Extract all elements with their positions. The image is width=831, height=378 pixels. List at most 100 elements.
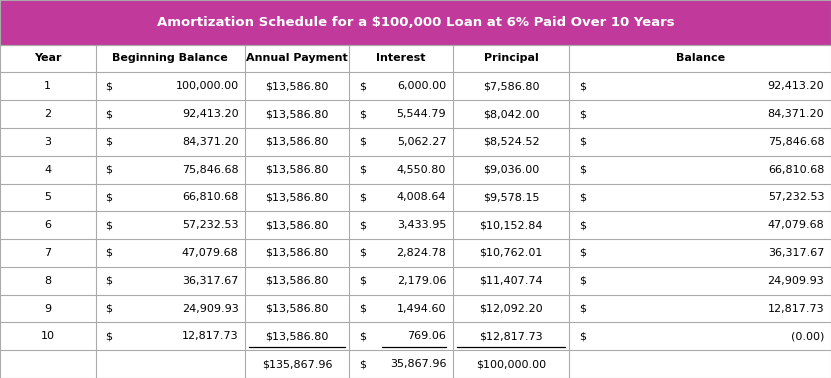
Text: $: $ bbox=[579, 81, 586, 91]
Text: $13,586.80: $13,586.80 bbox=[265, 248, 329, 258]
Text: 35,867.96: 35,867.96 bbox=[390, 359, 446, 369]
Text: 6: 6 bbox=[44, 220, 52, 230]
Text: $: $ bbox=[106, 304, 112, 313]
Text: Interest: Interest bbox=[376, 54, 425, 64]
Bar bbox=[0, 0, 831, 45]
Text: $: $ bbox=[579, 220, 586, 230]
Text: $: $ bbox=[106, 276, 112, 286]
Text: $: $ bbox=[359, 332, 366, 341]
Text: $: $ bbox=[579, 248, 586, 258]
Text: Balance: Balance bbox=[676, 54, 725, 64]
Text: 3: 3 bbox=[44, 137, 52, 147]
Text: $12,092.20: $12,092.20 bbox=[479, 304, 543, 313]
Text: 2: 2 bbox=[44, 109, 52, 119]
Text: $: $ bbox=[106, 220, 112, 230]
Text: $: $ bbox=[106, 332, 112, 341]
Text: 36,317.67: 36,317.67 bbox=[768, 248, 824, 258]
Text: 12,817.73: 12,817.73 bbox=[182, 332, 238, 341]
Text: $: $ bbox=[359, 192, 366, 202]
Text: $10,762.01: $10,762.01 bbox=[479, 248, 543, 258]
Text: Amortization Schedule for a $100,000 Loan at 6% Paid Over 10 Years: Amortization Schedule for a $100,000 Loa… bbox=[157, 16, 674, 29]
Text: 769.06: 769.06 bbox=[407, 332, 446, 341]
Text: Annual Payment: Annual Payment bbox=[246, 54, 348, 64]
Text: $10,152.84: $10,152.84 bbox=[479, 220, 543, 230]
Text: $13,586.80: $13,586.80 bbox=[265, 192, 329, 202]
Text: $: $ bbox=[359, 81, 366, 91]
Text: $9,036.00: $9,036.00 bbox=[483, 165, 539, 175]
Text: $13,586.80: $13,586.80 bbox=[265, 332, 329, 341]
Text: (0.00): (0.00) bbox=[791, 332, 824, 341]
Text: 84,371.20: 84,371.20 bbox=[768, 109, 824, 119]
Text: $8,524.52: $8,524.52 bbox=[483, 137, 539, 147]
Text: 3,433.95: 3,433.95 bbox=[397, 220, 446, 230]
Text: $: $ bbox=[359, 276, 366, 286]
Text: 5,544.79: 5,544.79 bbox=[396, 109, 446, 119]
Text: $: $ bbox=[106, 109, 112, 119]
Text: 7: 7 bbox=[44, 248, 52, 258]
Text: 10: 10 bbox=[41, 332, 55, 341]
Text: 9: 9 bbox=[44, 304, 52, 313]
Text: $13,586.80: $13,586.80 bbox=[265, 109, 329, 119]
Text: $135,867.96: $135,867.96 bbox=[262, 359, 332, 369]
Text: Year: Year bbox=[34, 54, 61, 64]
Text: Principal: Principal bbox=[484, 54, 538, 64]
Text: $13,586.80: $13,586.80 bbox=[265, 304, 329, 313]
Text: 2,179.06: 2,179.06 bbox=[396, 276, 446, 286]
Text: 66,810.68: 66,810.68 bbox=[182, 192, 238, 202]
Text: 8: 8 bbox=[44, 276, 52, 286]
Text: 92,413.20: 92,413.20 bbox=[768, 81, 824, 91]
Text: $13,586.80: $13,586.80 bbox=[265, 81, 329, 91]
Text: 1,494.60: 1,494.60 bbox=[396, 304, 446, 313]
Text: $: $ bbox=[359, 304, 366, 313]
Text: $: $ bbox=[106, 81, 112, 91]
Text: 75,846.68: 75,846.68 bbox=[768, 137, 824, 147]
Text: $11,407.74: $11,407.74 bbox=[479, 276, 543, 286]
Text: $: $ bbox=[579, 109, 586, 119]
Text: 4,550.80: 4,550.80 bbox=[397, 165, 446, 175]
Text: $: $ bbox=[106, 248, 112, 258]
Text: 66,810.68: 66,810.68 bbox=[768, 165, 824, 175]
Text: Beginning Balance: Beginning Balance bbox=[112, 54, 229, 64]
Text: $: $ bbox=[579, 276, 586, 286]
Text: $: $ bbox=[106, 165, 112, 175]
Text: $9,578.15: $9,578.15 bbox=[483, 192, 539, 202]
Text: 12,817.73: 12,817.73 bbox=[768, 304, 824, 313]
Text: 2,824.78: 2,824.78 bbox=[396, 248, 446, 258]
Text: 4,008.64: 4,008.64 bbox=[396, 192, 446, 202]
Text: $: $ bbox=[359, 248, 366, 258]
Text: $: $ bbox=[359, 359, 366, 369]
Text: 92,413.20: 92,413.20 bbox=[182, 109, 238, 119]
Text: $: $ bbox=[106, 137, 112, 147]
Text: 47,079.68: 47,079.68 bbox=[182, 248, 238, 258]
Text: 57,232.53: 57,232.53 bbox=[768, 192, 824, 202]
Text: 1: 1 bbox=[44, 81, 52, 91]
Text: $7,586.80: $7,586.80 bbox=[483, 81, 539, 91]
Text: $8,042.00: $8,042.00 bbox=[483, 109, 539, 119]
Text: $: $ bbox=[359, 109, 366, 119]
Text: $100,000.00: $100,000.00 bbox=[476, 359, 546, 369]
Text: 36,317.67: 36,317.67 bbox=[182, 276, 238, 286]
Text: 6,000.00: 6,000.00 bbox=[397, 81, 446, 91]
Text: $: $ bbox=[106, 192, 112, 202]
Text: 5,062.27: 5,062.27 bbox=[396, 137, 446, 147]
Text: $: $ bbox=[359, 137, 366, 147]
Text: 84,371.20: 84,371.20 bbox=[182, 137, 238, 147]
Text: $13,586.80: $13,586.80 bbox=[265, 220, 329, 230]
Text: 47,079.68: 47,079.68 bbox=[768, 220, 824, 230]
Text: $: $ bbox=[579, 137, 586, 147]
Text: 75,846.68: 75,846.68 bbox=[182, 165, 238, 175]
Text: $13,586.80: $13,586.80 bbox=[265, 276, 329, 286]
Text: 24,909.93: 24,909.93 bbox=[768, 276, 824, 286]
Text: $: $ bbox=[579, 332, 586, 341]
Text: $: $ bbox=[359, 220, 366, 230]
Text: 4: 4 bbox=[44, 165, 52, 175]
Text: 24,909.93: 24,909.93 bbox=[182, 304, 238, 313]
Text: $: $ bbox=[579, 304, 586, 313]
Text: $: $ bbox=[579, 165, 586, 175]
Text: $: $ bbox=[359, 165, 366, 175]
Text: $: $ bbox=[579, 192, 586, 202]
Text: 57,232.53: 57,232.53 bbox=[182, 220, 238, 230]
Text: $13,586.80: $13,586.80 bbox=[265, 137, 329, 147]
Text: $13,586.80: $13,586.80 bbox=[265, 165, 329, 175]
Text: 100,000.00: 100,000.00 bbox=[175, 81, 238, 91]
